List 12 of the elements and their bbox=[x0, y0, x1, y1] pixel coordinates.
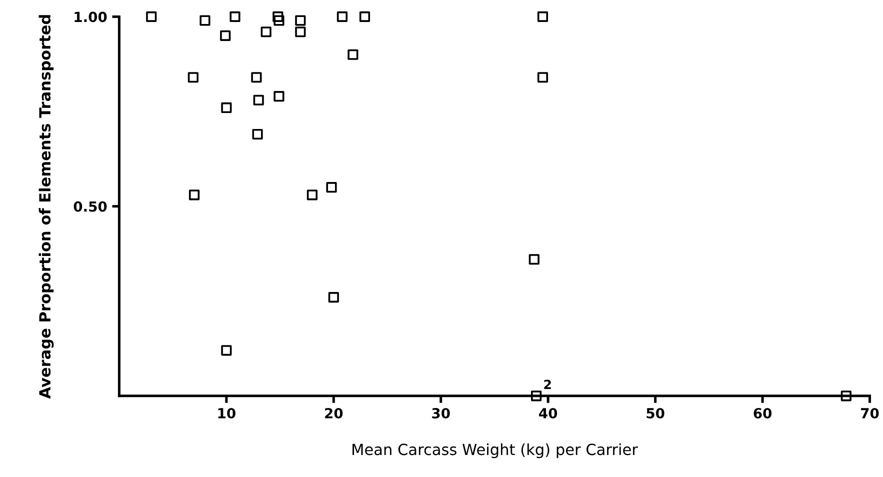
x-tick-label: 10 bbox=[218, 408, 236, 418]
x-tick-label: 20 bbox=[325, 408, 343, 418]
y-tick-label: 0.50 bbox=[74, 201, 107, 212]
annotation: 2 bbox=[544, 380, 551, 389]
x-tick-label: 30 bbox=[432, 408, 450, 418]
x-axis-title: Mean Carcass Weight (kg) per Carrier bbox=[352, 443, 638, 458]
y-axis-title: Average Proportion of Elements Transported bbox=[38, 15, 54, 399]
x-tick-label: 70 bbox=[861, 408, 879, 418]
x-tick-label: 60 bbox=[754, 408, 772, 418]
y-tick-label: 1.00 bbox=[74, 12, 107, 22]
x-tick-label: 50 bbox=[646, 408, 664, 418]
x-tick-label: 40 bbox=[539, 408, 558, 418]
